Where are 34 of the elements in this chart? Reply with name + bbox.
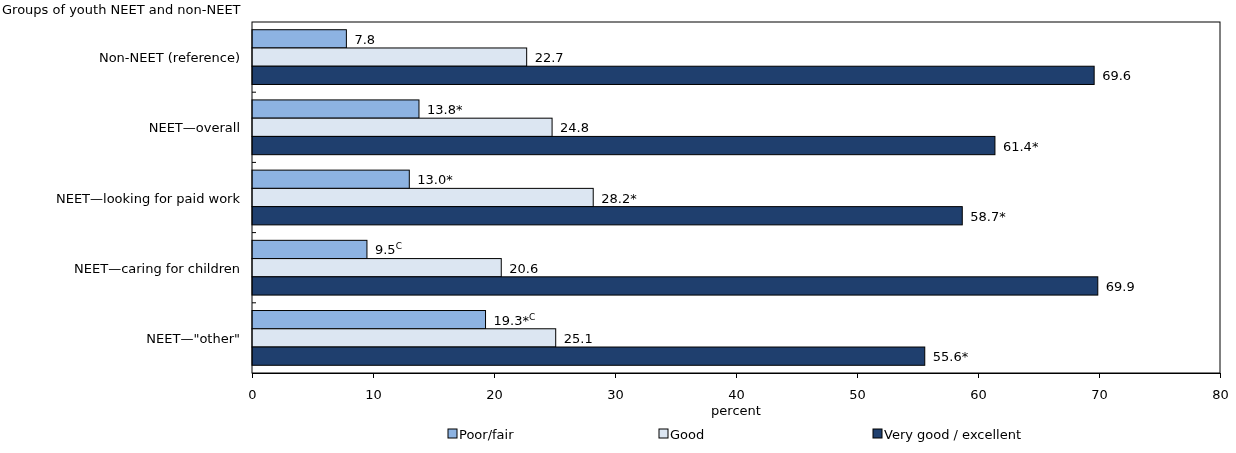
y-tick-label: NEET—caring for children [74,260,240,276]
data-label: 61.4* [1002,138,1039,154]
y-tick-label: Non-NEET (reference) [98,50,240,66]
data-label: 69.6 [1102,68,1132,84]
x-tick-label: 30 [607,387,624,403]
x-tick-label: 70 [1091,387,1108,403]
data-label: 9.5$^{C}$ [374,241,402,258]
legend-label: Very good / excellent [884,427,1022,442]
data-label: 55.6* [932,349,969,365]
x-tick-label: 10 [365,387,382,403]
data-label: 22.7 [534,50,564,66]
data-label: 13.8* [426,102,463,118]
y-tick-label: NEET—looking for paid work [55,190,241,206]
data-label: 69.9 [1105,278,1135,294]
x-tick-label: 0 [248,387,257,403]
data-label: 13.0* [417,172,454,188]
x-tick-label: 20 [486,387,503,403]
legend-label: Poor/fair [459,427,515,442]
x-tick-label: 50 [849,387,866,403]
y-axis-title: Groups of youth NEET and non-NEET [2,2,241,17]
x-tick-label: 60 [970,387,987,403]
legend-label: Good [670,427,705,442]
data-label: 28.2* [601,190,638,206]
data-label: 20.6 [509,260,539,276]
data-label: 24.8 [560,120,590,136]
x-tick-label: 40 [728,387,745,403]
data-label: 25.1 [563,330,593,346]
x-axis-title: percent [711,403,761,418]
x-tick-label: 80 [1212,387,1229,403]
data-label: 19.3*$^{C}$ [493,311,536,328]
data-label: 58.7* [970,208,1007,224]
y-tick-label: NEET—"other" [146,330,240,346]
data-label: 7.8 [354,31,376,47]
y-tick-label: NEET—overall [148,120,240,136]
